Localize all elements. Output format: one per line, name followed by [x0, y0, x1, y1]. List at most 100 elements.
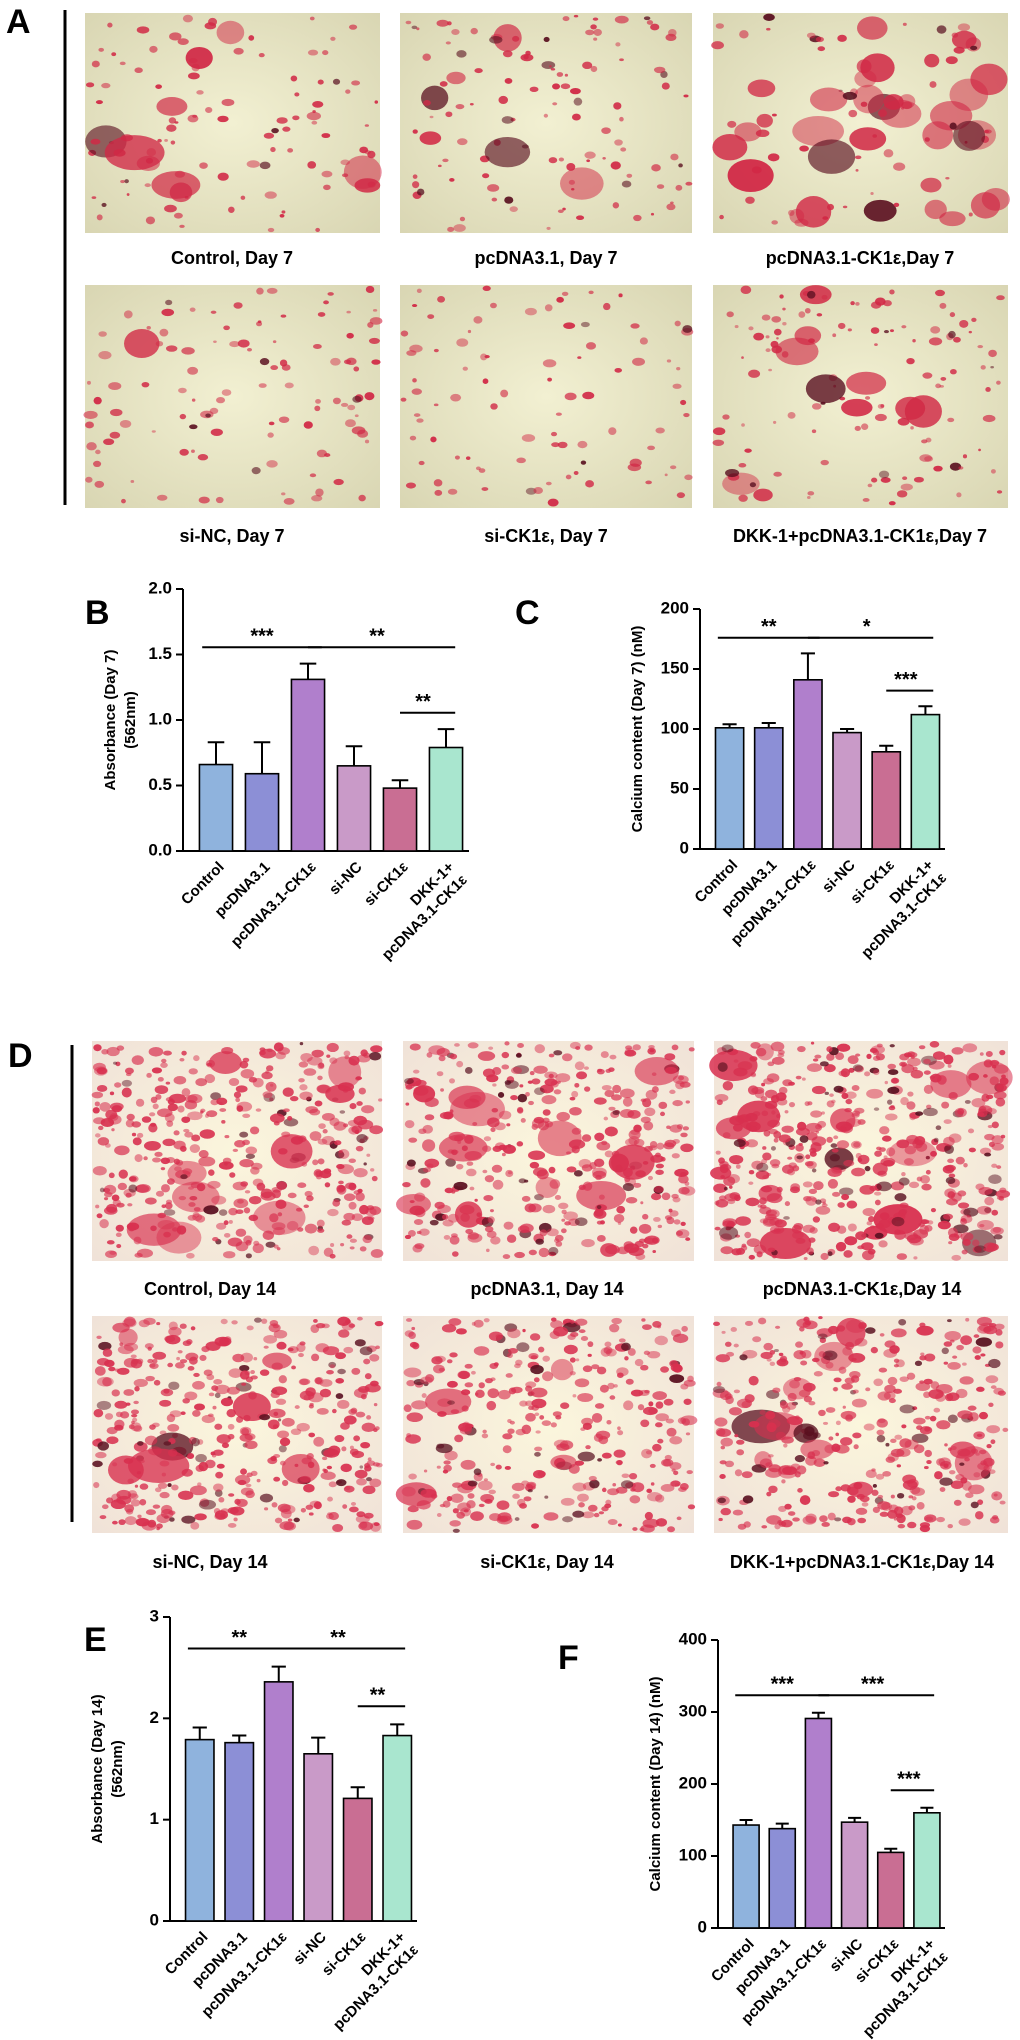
stain-blob — [844, 1236, 858, 1246]
stain-blob — [951, 1254, 962, 1261]
stain-blob — [456, 1060, 464, 1068]
stain-blob — [915, 1382, 931, 1391]
stain-blob — [241, 1382, 247, 1386]
stain-blob — [634, 1358, 644, 1367]
stain-blob — [646, 1488, 653, 1493]
stain-blob — [298, 1078, 305, 1083]
stain-blob — [811, 1357, 820, 1363]
stain-blob — [176, 1356, 180, 1361]
stain-blob — [897, 417, 910, 426]
stain-blob — [343, 1050, 351, 1057]
stain-blob — [132, 1417, 138, 1423]
stain-blob — [766, 27, 771, 31]
stain-blob — [241, 1427, 250, 1436]
stain-blob — [771, 1056, 785, 1065]
stain-blob — [323, 184, 331, 191]
stain-blob — [965, 1492, 974, 1499]
stain-blob — [251, 467, 261, 475]
stain-blob — [584, 1086, 591, 1092]
stain-blob — [815, 36, 824, 43]
stain-blob — [521, 434, 536, 442]
stain-blob — [515, 1428, 526, 1436]
error-bar — [811, 1711, 825, 1719]
stain-blob — [189, 1144, 201, 1153]
stain-blob — [573, 14, 579, 18]
stain-blob — [248, 35, 255, 41]
stain-blob — [139, 1498, 147, 1506]
stain-blob — [351, 80, 361, 86]
stain-blob — [788, 1101, 796, 1108]
stain-blob — [884, 1384, 896, 1394]
stain-blob — [436, 1071, 444, 1077]
stain-blob — [354, 1339, 366, 1347]
stain-blob — [203, 1369, 213, 1376]
stain-blob — [903, 1158, 914, 1166]
stain-blob — [239, 1433, 253, 1442]
stain-blob — [471, 1321, 476, 1326]
stain-blob — [324, 453, 331, 458]
stain-blob — [658, 1101, 668, 1110]
image-caption: Control, Day 14 — [144, 1279, 276, 1299]
stain-blob — [797, 1045, 806, 1053]
stain-blob — [271, 1386, 288, 1396]
stain-blob — [332, 397, 341, 405]
stain-blob — [359, 146, 369, 154]
stain-blob — [861, 1242, 874, 1251]
stain-blob — [351, 426, 366, 435]
stain-blob — [911, 1496, 917, 1501]
stain-blob — [326, 1465, 333, 1470]
stain-blob — [569, 1106, 582, 1116]
stain-blob — [245, 1483, 252, 1488]
stain-blob — [157, 1076, 164, 1082]
stain-blob — [239, 1131, 249, 1138]
stain-blob — [213, 1483, 224, 1492]
stain-blob — [216, 1097, 228, 1106]
stain-blob — [255, 1108, 262, 1112]
stain-blob — [970, 1501, 979, 1509]
stain-blob — [345, 89, 351, 94]
stain-blob — [348, 1182, 357, 1191]
stain-blob — [753, 488, 773, 502]
stain-blob — [307, 161, 317, 169]
stain-blob — [184, 1095, 198, 1103]
stain-blob — [951, 1047, 964, 1055]
stain-blob — [669, 1436, 683, 1445]
stain-blob — [891, 1077, 898, 1084]
stain-blob — [121, 1079, 133, 1087]
stain-blob — [553, 1050, 563, 1056]
significance-label: *** — [894, 669, 918, 691]
stain-blob — [114, 1400, 128, 1409]
stain-blob — [879, 1126, 890, 1135]
stain-blob — [541, 1420, 552, 1427]
stain-blob — [484, 137, 531, 168]
stain-blob — [408, 1137, 418, 1143]
stain-blob — [641, 1448, 653, 1459]
stain-blob — [165, 1334, 181, 1345]
stain-blob — [208, 1169, 215, 1176]
stain-blob — [985, 1094, 994, 1100]
stain-blob — [501, 1064, 510, 1070]
stain-blob — [441, 1324, 457, 1333]
stain-blob — [217, 115, 229, 123]
stain-blob — [103, 438, 115, 446]
stain-blob — [990, 1439, 996, 1445]
stain-blob — [253, 1356, 258, 1361]
stain-blob — [216, 1434, 231, 1444]
stain-blob — [950, 1480, 964, 1490]
stain-blob — [766, 1358, 772, 1362]
y-tick-label: 100 — [679, 1845, 707, 1864]
stain-blob — [106, 1240, 115, 1245]
stain-blob — [924, 53, 940, 68]
stain-blob — [831, 1148, 839, 1153]
stain-blob — [130, 480, 135, 483]
stain-blob — [427, 314, 435, 319]
stain-blob — [205, 1341, 221, 1351]
stain-blob — [484, 1175, 495, 1183]
stain-blob — [533, 1469, 546, 1479]
stain-blob — [534, 1412, 540, 1417]
stain-blob — [198, 1461, 209, 1472]
stain-blob — [714, 1094, 729, 1102]
stain-blob — [661, 82, 670, 90]
stain-blob — [864, 1071, 871, 1077]
stain-blob — [281, 210, 286, 214]
